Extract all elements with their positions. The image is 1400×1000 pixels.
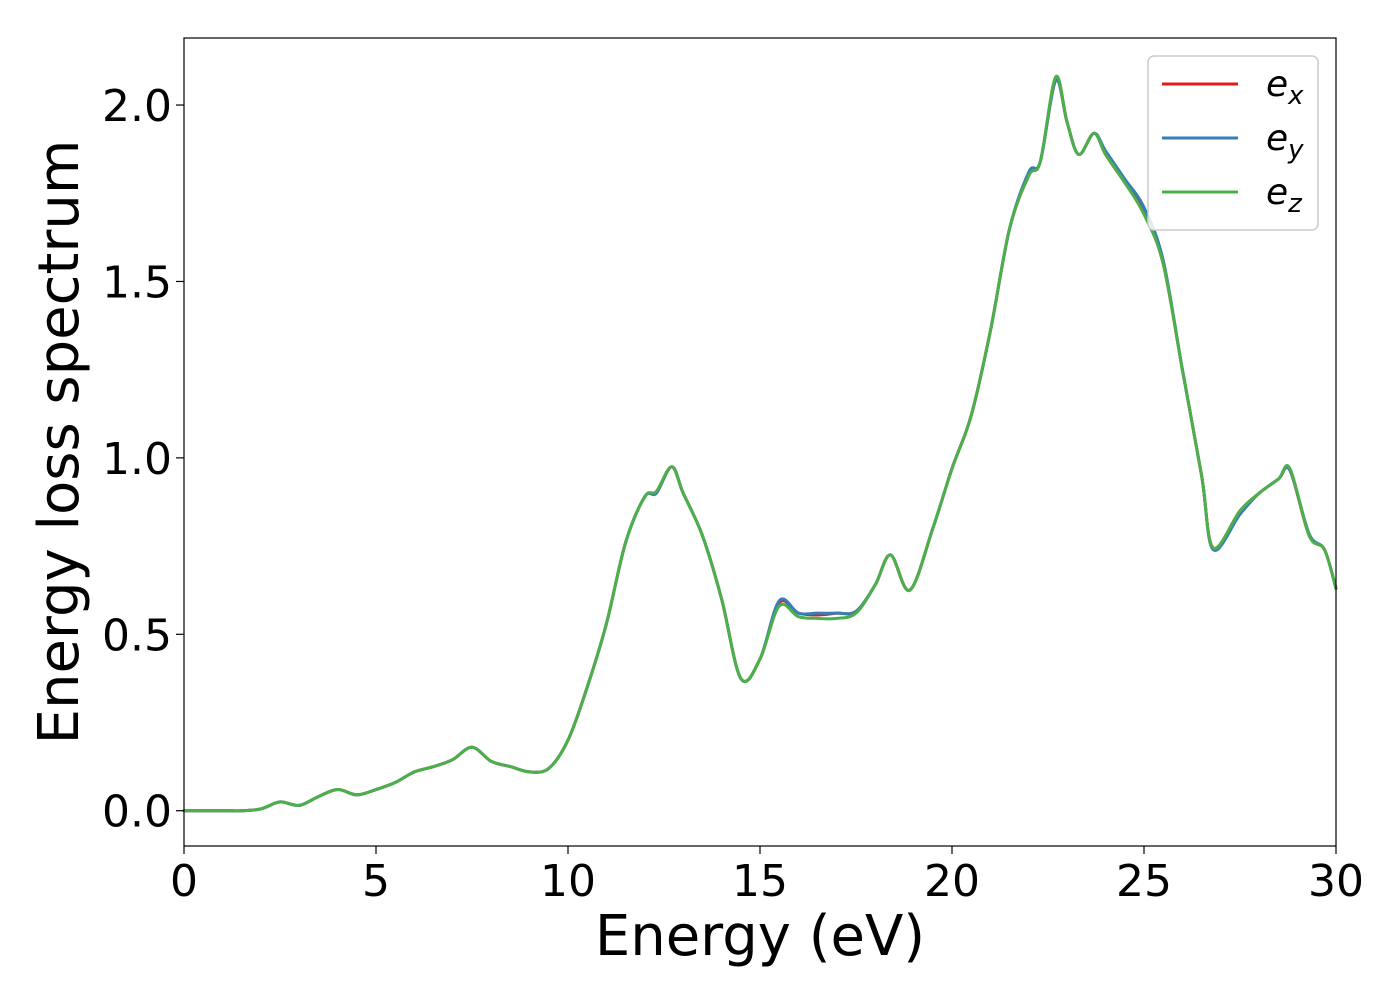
x-tick-label: 10: [540, 856, 596, 907]
y-tick-label: 2.0: [102, 81, 172, 132]
series-layer: [182, 74, 1338, 813]
y-tick-label: 0.0: [102, 787, 172, 838]
y-axis: 0.0 0.5 1.0 1.5 2.0: [102, 81, 184, 838]
legend-label-ex: ex: [1266, 64, 1304, 111]
y-tick-label: 1.5: [102, 257, 172, 308]
y-tick-label: 0.5: [102, 610, 172, 661]
x-tick-label: 15: [732, 856, 788, 907]
x-axis-title: Energy (eV): [595, 904, 925, 969]
y-axis-title: Energy loss spectrum: [27, 140, 92, 745]
x-tick-label: 5: [362, 856, 390, 907]
y-tick-label: 1.0: [102, 434, 172, 485]
x-tick-label: 0: [170, 856, 198, 907]
legend-label-ey: ey: [1266, 118, 1304, 165]
legend-box: [1147, 55, 1319, 231]
series-line-ez: [182, 74, 1338, 813]
x-tick-label: 30: [1308, 856, 1364, 907]
x-tick-label: 20: [924, 856, 980, 907]
x-tick-label: 25: [1116, 856, 1172, 907]
x-axis: 0 5 10 15 20 25 30: [170, 846, 1364, 907]
